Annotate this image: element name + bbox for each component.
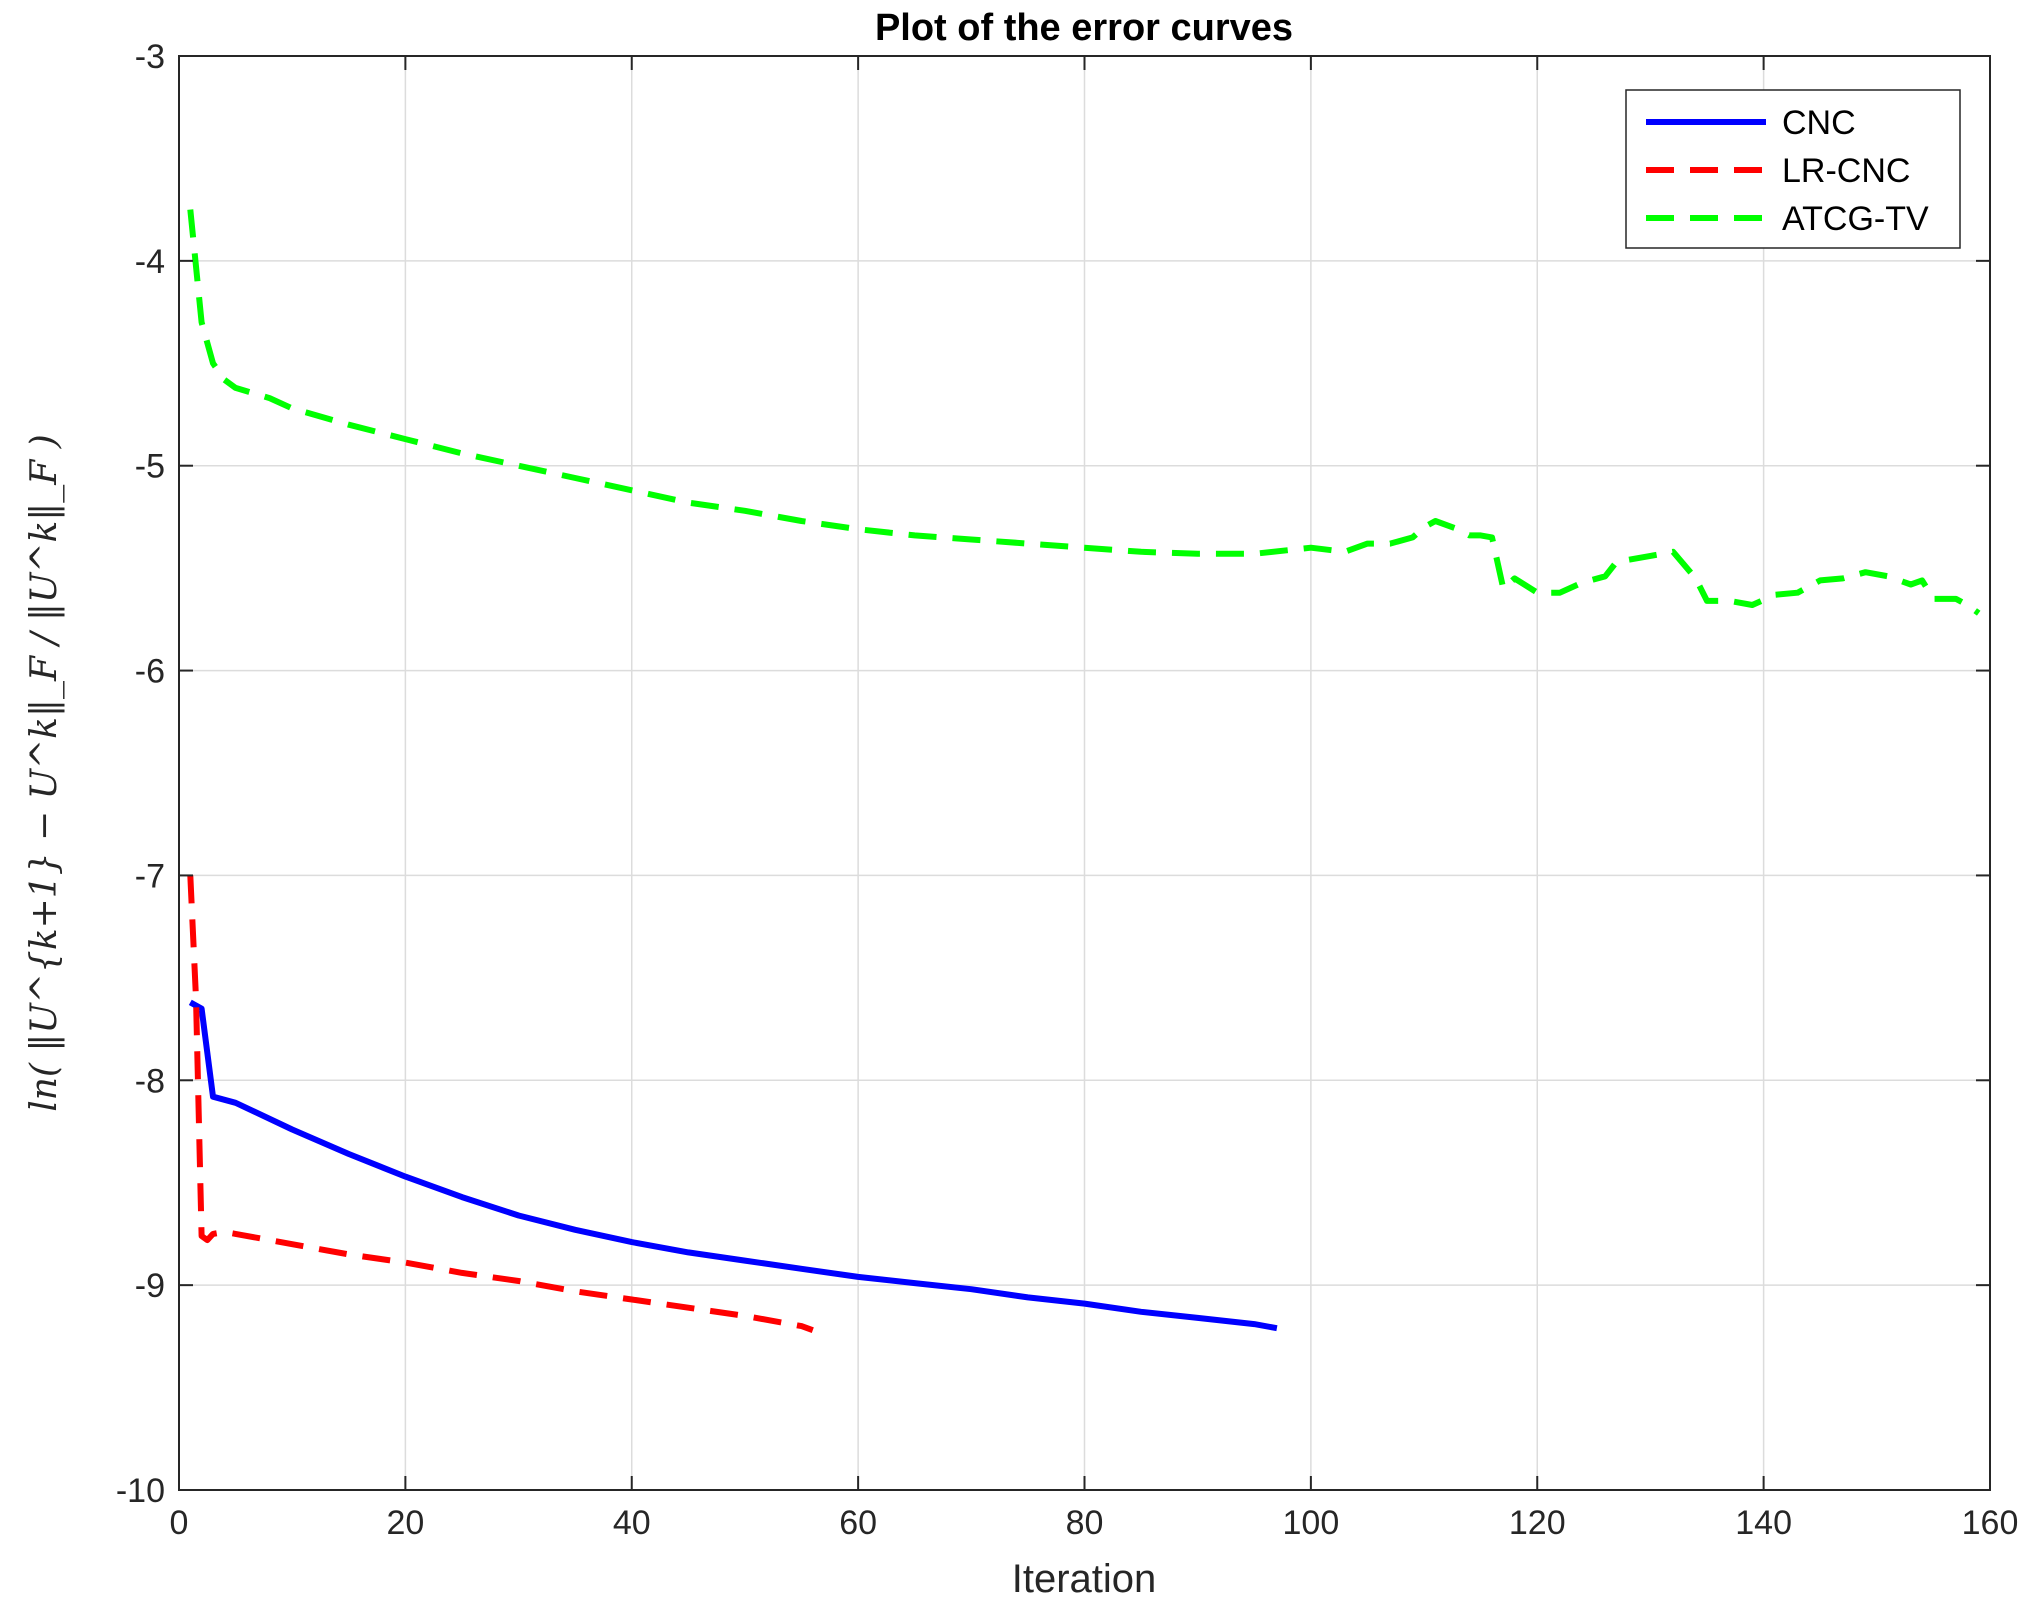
y-tick-label: -8 (135, 1062, 165, 1100)
y-tick-label: -7 (135, 857, 165, 895)
x-tick-label: 80 (1066, 1504, 1104, 1542)
x-axis-label: Iteration (1012, 1557, 1157, 1601)
y-tick-label: -4 (135, 243, 165, 281)
x-tick-label: 120 (1509, 1504, 1566, 1542)
series-line-atcg-tv (187, 209, 1981, 616)
y-tick-label: -3 (135, 38, 165, 76)
x-tick-label: 60 (839, 1504, 877, 1542)
x-tick-label: 40 (613, 1504, 651, 1542)
x-tick-label: 160 (1962, 1504, 2019, 1542)
legend-entries: CNC LR-CNC ATCG-TV (1646, 104, 1929, 238)
y-tick-label: -5 (135, 448, 165, 486)
x-tick-label: 20 (386, 1504, 424, 1542)
series-line-lr-cnc (187, 875, 814, 1334)
ticks: 0 20 40 60 80 100 120 140 160 -10 -9 -8 -7 -6 -5 -4 -3 (116, 38, 2019, 1542)
x-tick-label: 100 (1283, 1504, 1340, 1542)
legend-label-lr-cnc: LR-CNC (1782, 152, 1910, 190)
x-tick-label: 0 (170, 1504, 189, 1542)
legend-label-cnc: CNC (1782, 104, 1856, 142)
legend-box (1625, 89, 1961, 249)
chart-title: Plot of the error curves (875, 7, 1293, 49)
legend: CNC LR-CNC ATCG-TV (1625, 89, 1961, 249)
series-line-cnc (188, 999, 1278, 1332)
y-tick-label: -6 (135, 653, 165, 691)
y-tick-label: -10 (116, 1472, 165, 1510)
y-axis-label: ln( ‖U^{k+1} − U^k‖_F / ‖U^k‖_F ) (24, 434, 65, 1112)
legend-label-atcg-tv: ATCG-TV (1782, 200, 1929, 238)
x-tick-label: 140 (1735, 1504, 1792, 1542)
y-tick-label: -9 (135, 1267, 165, 1305)
series-lines (187, 209, 1981, 1334)
